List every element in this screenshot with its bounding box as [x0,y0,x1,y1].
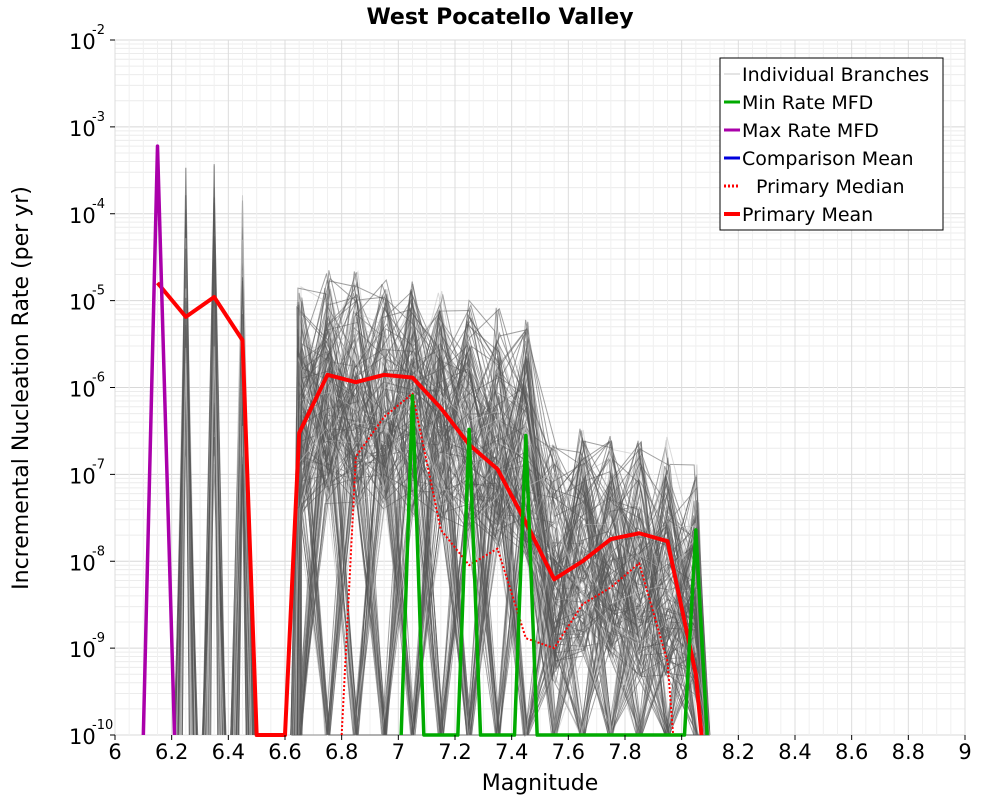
y-tick-label: 10 [69,464,96,488]
branch-line [300,285,709,737]
y-tick-exponent: -4 [92,197,105,212]
y-tick-label: 10 [69,30,96,54]
branch-line [292,334,708,736]
x-tick-label: 6.8 [325,740,358,764]
chart-title: West Pocatello Valley [366,5,633,30]
branch-line [292,360,706,736]
y-tick-exponent: -5 [92,284,105,299]
y-tick-exponent: -6 [92,371,105,386]
y-tick-label: 10 [69,117,96,141]
branch-line [203,232,225,736]
x-tick-label: 8.2 [722,740,755,764]
series-max-rate-mfd [141,144,177,736]
branch-line [295,323,708,737]
branch-line [232,464,253,736]
legend-label: Individual Branches [742,64,929,86]
branch-line [299,294,708,736]
branch-line [179,363,193,736]
branch-line [299,287,709,736]
x-tick-label: 8.6 [835,740,868,764]
x-tick-label: 7.4 [495,740,528,764]
branch-line [238,484,247,736]
x-tick-label: 6 [108,740,121,764]
branch-line [177,167,195,736]
branch-line [298,269,709,736]
branch-line [177,405,194,736]
branch-line [300,328,705,736]
branch-line [290,302,708,736]
branch-line [210,266,219,736]
y-tick-label: 10 [69,725,96,749]
x-tick-label: 7.2 [438,740,471,764]
branch-line [293,351,710,736]
y-tick-label: 10 [69,638,96,662]
x-axis-label: Magnitude [482,771,599,796]
branch-line [295,281,707,736]
branch-line [292,312,706,736]
branch-line [206,346,222,736]
y-axis-label: Incremental Nucleation Rate (per yr) [9,186,34,590]
y-tick-exponent: -8 [92,544,105,559]
x-tick-label: 6.4 [212,740,245,764]
branch-line [290,312,708,736]
y-tick-exponent: -7 [92,457,105,472]
legend-label: Min Rate MFD [742,92,873,114]
series-min-rate-mfd [399,394,709,737]
legend-label: Comparison Mean [742,148,914,170]
y-tick-label: 10 [69,291,96,315]
y-tick-exponent: -2 [92,23,105,38]
x-tick-label: 8.8 [892,740,925,764]
y-tick-exponent: -3 [92,110,105,125]
x-tick-label: 7.8 [608,740,641,764]
x-tick-label: 8 [675,740,688,764]
y-tick-label: 10 [69,378,96,402]
legend-label: Primary Median [756,176,905,198]
y-tick-exponent: -10 [92,718,113,733]
x-tick-label: 9 [958,740,971,764]
legend-label: Max Rate MFD [742,120,879,142]
legend: Individual Branches Min Rate MFD Max Rate … [719,57,944,231]
branch-line [202,202,226,736]
branch-line [177,297,195,736]
branch-line [295,334,707,736]
branch-line [205,197,223,736]
x-tick-label: 6.6 [268,740,301,764]
legend-box [719,57,944,231]
x-tick-label: 8.4 [778,740,811,764]
y-tick-exponent: -9 [92,631,105,646]
branch-line [293,311,710,736]
branch-line [234,425,251,736]
legend-label: Primary Mean [742,204,873,226]
branch-line [290,333,708,736]
branch-line [294,366,708,737]
x-ticks: 6 6.2 6.4 6.6 6.8 7 7.2 7.4 7.6 7.8 8 8.2 8.4 8.6 8.8 9 [108,735,972,764]
y-tick-label: 10 [69,551,96,575]
x-tick-label: 7.6 [552,740,585,764]
x-tick-label: 6.2 [155,740,188,764]
x-tick-label: 7 [392,740,405,764]
series-primary-median [340,392,675,736]
branch-line [207,404,221,736]
branch-line [236,456,249,736]
series-lines [141,144,709,737]
y-tick-label: 10 [69,204,96,228]
series-primary-mean [155,281,704,737]
